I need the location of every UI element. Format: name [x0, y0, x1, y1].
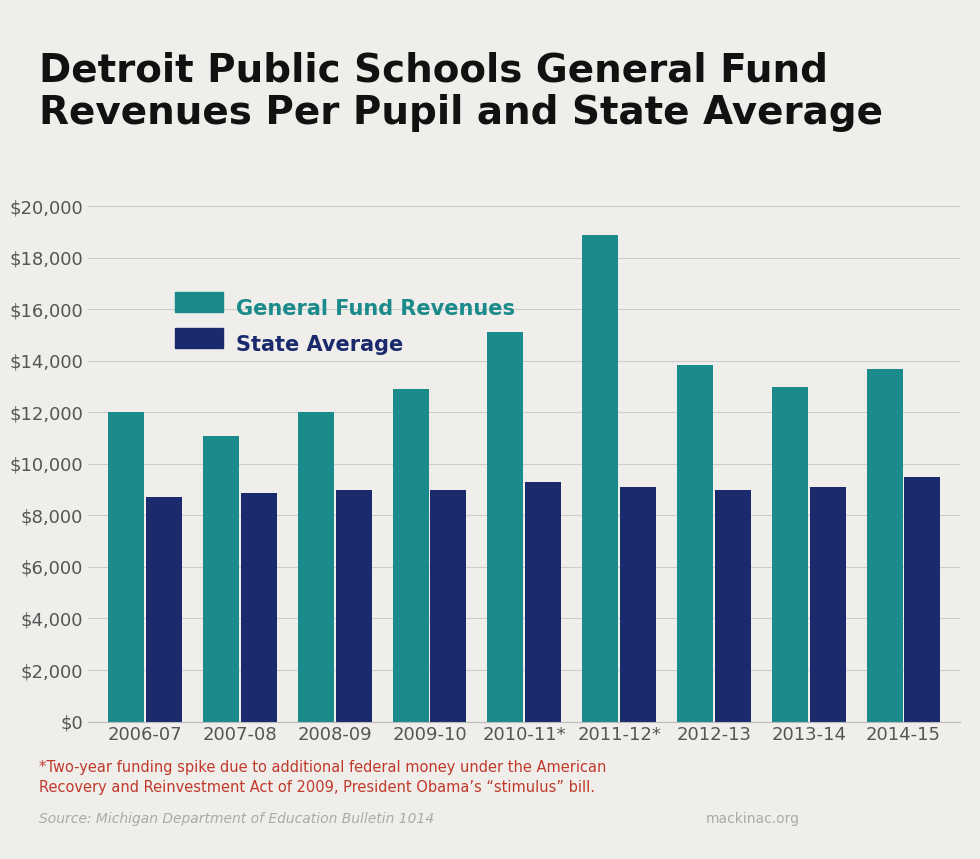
Bar: [393, 389, 428, 722]
Text: State Average: State Average: [236, 335, 404, 355]
Bar: [298, 412, 334, 722]
FancyBboxPatch shape: [175, 292, 223, 312]
Bar: [809, 487, 846, 722]
Bar: [241, 493, 277, 722]
Text: Detroit Public Schools General Fund
Revenues Per Pupil and State Average: Detroit Public Schools General Fund Reve…: [39, 52, 883, 132]
Bar: [108, 412, 144, 722]
Text: Source: Michigan Department of Education Bulletin 1014: Source: Michigan Department of Education…: [39, 812, 434, 825]
Bar: [146, 497, 182, 722]
Bar: [582, 235, 618, 722]
Bar: [620, 487, 656, 722]
Bar: [525, 482, 562, 722]
Bar: [335, 490, 371, 722]
Bar: [203, 436, 239, 722]
Bar: [487, 332, 523, 722]
Text: *Two-year funding spike due to additional federal money under the American
Recov: *Two-year funding spike due to additiona…: [39, 760, 607, 795]
Bar: [714, 490, 751, 722]
Bar: [866, 369, 903, 722]
Text: General Fund Revenues: General Fund Revenues: [236, 299, 515, 319]
Bar: [905, 477, 941, 722]
FancyBboxPatch shape: [175, 328, 223, 348]
Bar: [771, 387, 808, 722]
Text: mackinac.org: mackinac.org: [706, 812, 800, 825]
Bar: [677, 364, 713, 722]
Bar: [430, 490, 466, 722]
